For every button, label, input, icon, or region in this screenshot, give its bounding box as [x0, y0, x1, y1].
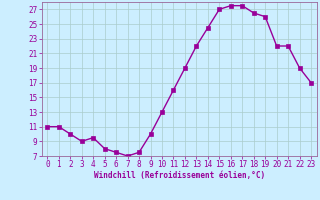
- X-axis label: Windchill (Refroidissement éolien,°C): Windchill (Refroidissement éolien,°C): [94, 171, 265, 180]
